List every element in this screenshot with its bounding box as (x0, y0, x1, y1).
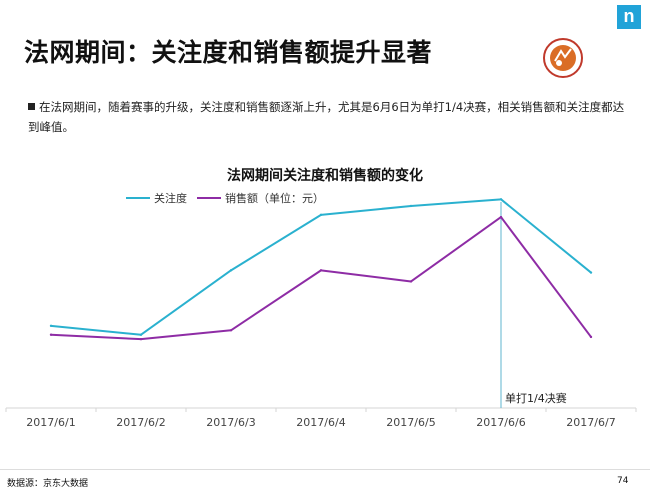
data-point-0-0 (49, 324, 53, 328)
data-point-1-6 (589, 335, 593, 339)
data-source: 数据源：京东大数据 (7, 479, 89, 489)
series-line-0 (50, 198, 592, 336)
data-point-1-2 (229, 329, 233, 332)
nielsen-logo: n (617, 5, 641, 29)
chart-title: 法网期间关注度和销售额的变化 (227, 167, 423, 184)
bullet-text-block: 在法网期间，随着赛事的升级，关注度和销售额逐渐上升，尤其是6月6日为单打1/4决… (28, 97, 628, 137)
annotation-label: 单打1/4决赛 (505, 391, 567, 405)
x-tick-label-3: 2017/6/4 (296, 416, 345, 429)
data-point-1-0 (49, 333, 53, 336)
bullet-text: 在法网期间，随着赛事的升级，关注度和销售额逐渐上升，尤其是6月6日为单打1/4决… (28, 100, 625, 134)
legend-label-0: 关注度 (154, 191, 187, 205)
data-point-0-4 (409, 204, 413, 208)
series-line-1 (50, 216, 592, 341)
data-point-0-2 (229, 269, 233, 272)
data-point-1-3 (319, 269, 323, 272)
data-point-1-4 (409, 280, 413, 283)
data-point-0-5 (499, 198, 503, 201)
x-tick-label-2: 2017/6/3 (206, 416, 255, 429)
data-point-1-5 (499, 215, 503, 219)
bullet-square-icon (28, 103, 35, 110)
slide-title: 法网期间：关注度和销售额提升显著 (24, 38, 433, 67)
legend-label-1: 销售额（单位：元） (225, 191, 324, 205)
x-tick-label-5: 2017/6/6 (476, 416, 525, 429)
data-point-0-3 (319, 213, 323, 217)
page-number: 74 (617, 476, 629, 486)
x-tick-label-6: 2017/6/7 (566, 416, 615, 429)
x-tick-label-4: 2017/6/5 (386, 416, 435, 429)
data-point-0-6 (589, 271, 593, 274)
footer-divider (0, 469, 650, 470)
data-point-0-1 (139, 333, 143, 336)
data-point-1-1 (139, 337, 143, 341)
roland-garros-logo (543, 38, 583, 78)
x-tick-label-0: 2017/6/1 (26, 416, 75, 429)
x-tick-label-1: 2017/6/2 (116, 416, 165, 429)
